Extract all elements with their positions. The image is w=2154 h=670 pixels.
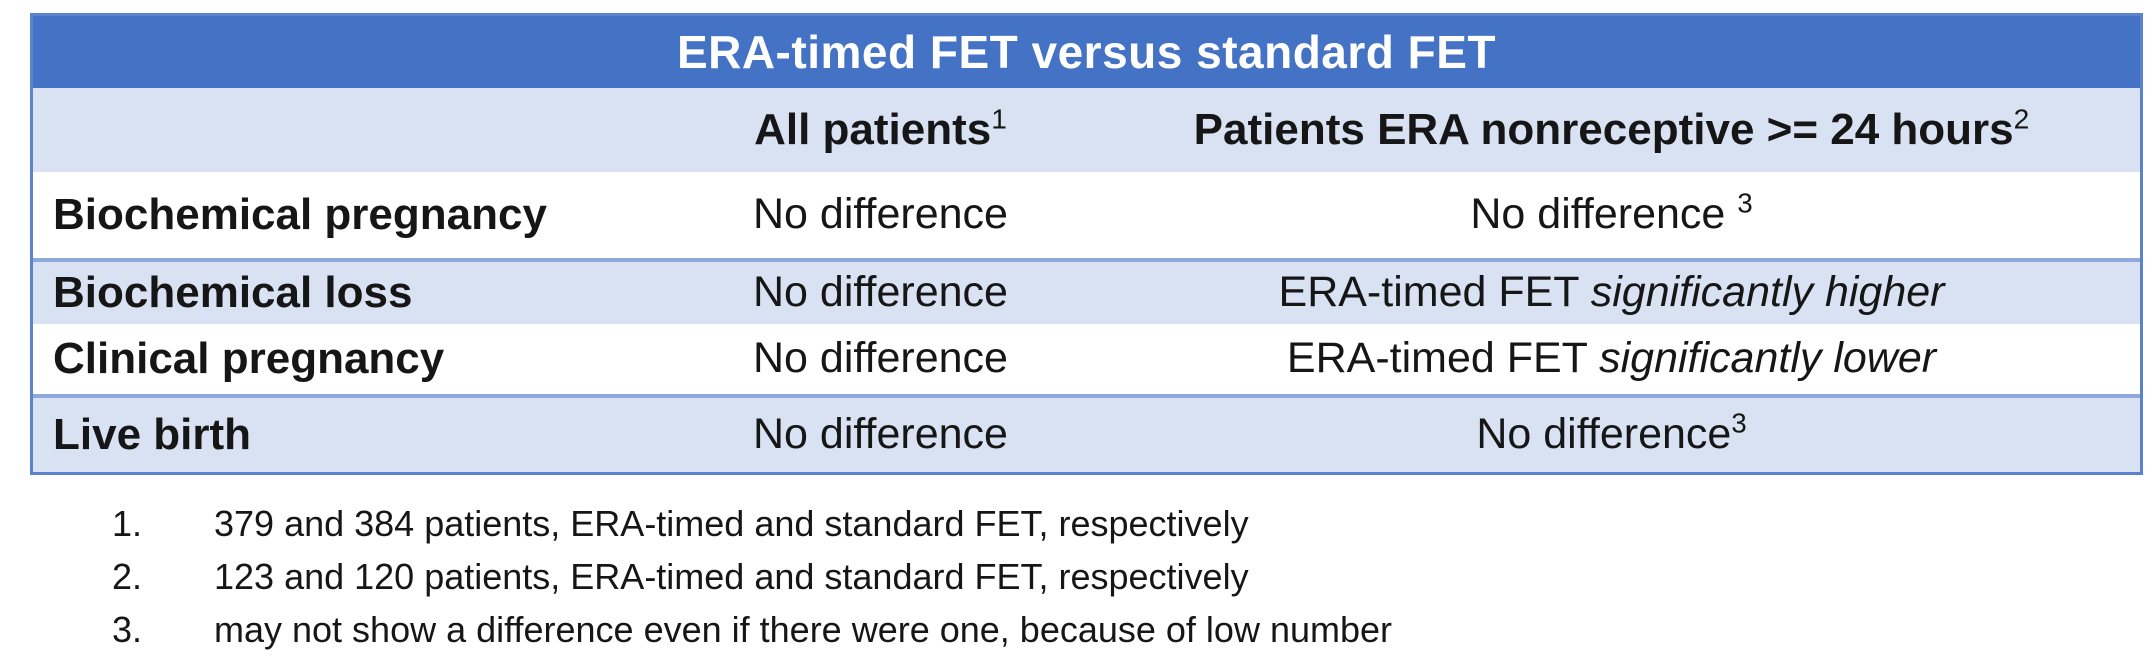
- table-header-row: All patients1 Patients ERA nonreceptive …: [33, 88, 2140, 172]
- footnote-number: 2.: [112, 556, 143, 597]
- all-patients-value: No difference: [753, 410, 1008, 459]
- header-cell-nonreceptive: Patients ERA nonreceptive >= 24 hours2: [1083, 103, 2140, 154]
- row-label: Biochemical pregnancy: [53, 189, 547, 239]
- footnote-text: 123 and 120 patients, ERA-timed and stan…: [214, 556, 1249, 597]
- nonreceptive-value-italic: significantly higher: [1590, 268, 1945, 317]
- table-title: ERA-timed FET versus standard FET: [676, 26, 1497, 78]
- footnote-number: 1.: [112, 503, 143, 544]
- footnote-text: may not show a difference even if there …: [214, 609, 1393, 650]
- nonreceptive-value: No difference 3: [1083, 188, 2140, 239]
- table-row-live-birth: Live birth No difference No difference3: [33, 394, 2140, 472]
- table-row-biochemical-loss: Biochemical loss No difference ERA-timed…: [33, 258, 2140, 324]
- footnote-ref-1: 1: [991, 103, 1007, 135]
- nonreceptive-value: ERA-timed FET significantly lower: [1083, 335, 2140, 382]
- all-patients-value: No difference: [753, 268, 1008, 317]
- nonreceptive-value-italic: significantly lower: [1599, 334, 1937, 383]
- footnote-ref-3: 3: [1731, 408, 1747, 440]
- row-label: Live birth: [53, 409, 252, 459]
- row-label: Biochemical loss: [53, 267, 413, 317]
- table-title-row: ERA-timed FET versus standard FET: [33, 16, 2140, 88]
- all-patients-value: No difference: [753, 190, 1008, 239]
- nonreceptive-value-text: ERA-timed FET: [1286, 334, 1600, 383]
- footnote-ref-2: 2: [2013, 103, 2030, 135]
- header-nonreceptive-label: Patients ERA nonreceptive >= 24 hours: [1193, 104, 2014, 154]
- nonreceptive-value: No difference3: [1083, 408, 2140, 459]
- header-all-patients-label: All patients: [754, 104, 992, 154]
- comparison-table: ERA-timed FET versus standard FET All pa…: [30, 13, 2143, 475]
- footnote-ref-3: 3: [1737, 188, 1753, 220]
- all-patients-value: No difference: [753, 334, 1008, 383]
- footnote-item-1: 1. 379 and 384 patients, ERA-timed and s…: [112, 503, 1392, 556]
- nonreceptive-value: ERA-timed FET significantly higher: [1083, 269, 2140, 316]
- table-row-biochemical-pregnancy: Biochemical pregnancy No difference No d…: [33, 172, 2140, 258]
- footnote-number: 3.: [112, 609, 143, 650]
- footnote-item-3: 3. may not show a difference even if the…: [112, 609, 1392, 662]
- nonreceptive-value-text: No difference: [1470, 190, 1738, 239]
- nonreceptive-value-text: No difference: [1476, 410, 1732, 459]
- footnote-item-2: 2. 123 and 120 patients, ERA-timed and s…: [112, 556, 1392, 609]
- footnote-text: 379 and 384 patients, ERA-timed and stan…: [214, 503, 1249, 544]
- header-cell-all-patients: All patients1: [678, 103, 1083, 154]
- nonreceptive-value-text: ERA-timed FET: [1278, 268, 1591, 317]
- row-label: Clinical pregnancy: [53, 333, 445, 383]
- footnote-list: 1. 379 and 384 patients, ERA-timed and s…: [112, 503, 1392, 662]
- table-row-clinical-pregnancy: Clinical pregnancy No difference ERA-tim…: [33, 324, 2140, 394]
